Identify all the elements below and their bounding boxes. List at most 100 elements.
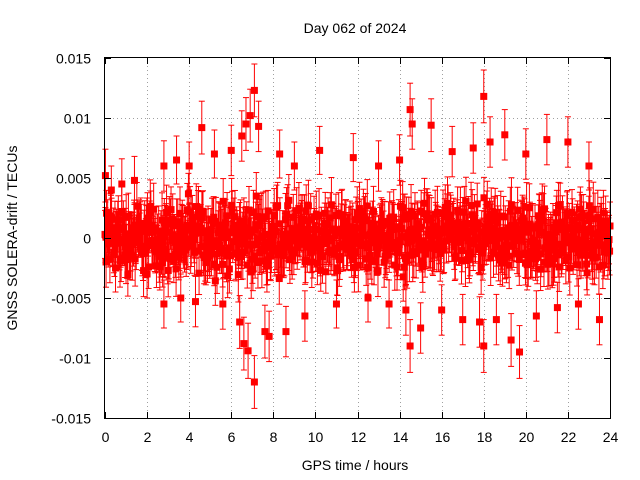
marker-square [427,121,435,129]
marker-square [363,244,371,252]
marker-square [207,226,215,234]
marker-square [315,211,323,219]
marker-square [159,258,167,266]
marker-square [499,233,507,241]
marker-square [192,229,200,237]
marker-square [533,245,541,253]
marker-square [469,144,477,152]
marker-square [130,176,138,184]
data-point [244,322,252,379]
marker-square [350,256,358,264]
marker-square [112,264,120,272]
marker-square [582,240,590,248]
marker-square [140,227,148,235]
marker-square [324,221,332,229]
marker-square [442,237,450,245]
marker-square [551,255,559,263]
marker-square [450,219,458,227]
marker-square [537,265,545,273]
y-tick-label: 0.015 [56,51,91,67]
marker-square [318,253,326,261]
marker-square [472,225,480,233]
marker-square [407,208,415,216]
marker-square [411,212,419,220]
marker-square [126,248,134,256]
marker-square [240,235,248,243]
marker-square [113,229,121,237]
marker-square [432,222,440,230]
marker-square [541,205,549,213]
marker-square [484,221,492,229]
marker-square [346,246,354,254]
data-point [198,100,206,155]
marker-square [143,270,151,278]
marker-square [472,235,480,243]
data-point [401,193,409,236]
marker-square [504,252,512,260]
marker-square [479,243,487,251]
marker-square [251,252,259,260]
marker-square [163,208,171,216]
marker-square [581,233,589,241]
marker-square [114,223,122,231]
data-point [459,293,467,346]
marker-square [247,226,255,234]
marker-square [232,250,240,258]
marker-square [261,243,269,251]
data-point [364,273,372,323]
marker-square [302,207,310,215]
marker-square [423,210,431,218]
marker-square [250,241,258,249]
marker-square [201,243,209,251]
marker-square [371,232,379,240]
marker-square [516,348,524,356]
marker-square [525,204,533,212]
marker-square [565,253,573,261]
data-point [522,128,530,180]
marker-square [590,244,598,252]
marker-square [330,250,338,258]
marker-square [579,212,587,220]
marker-square [408,120,416,128]
marker-square [548,231,556,239]
marker-square [576,205,584,213]
marker-square [595,235,603,243]
marker-square [320,237,328,245]
marker-square [572,226,580,234]
marker-square [366,251,374,259]
marker-square [194,212,202,220]
marker-square [274,202,282,210]
marker-square [164,266,172,274]
marker-square [380,232,388,240]
marker-square [459,221,467,229]
marker-square [524,255,532,263]
marker-square [173,222,181,230]
marker-square [170,257,178,265]
marker-square [480,194,488,202]
marker-square [190,235,198,243]
marker-square [326,214,334,222]
marker-square [249,209,257,217]
marker-square [153,243,161,251]
marker-square [595,316,603,324]
marker-square [394,248,402,256]
marker-square [470,214,478,222]
marker-square [185,162,193,170]
marker-square [492,243,500,251]
data-point [227,124,235,177]
marker-square [196,228,204,236]
marker-square [520,217,528,225]
data-point [585,141,593,191]
marker-square [122,256,130,264]
marker-square [369,225,377,233]
marker-square [103,209,111,217]
data-point [349,133,357,183]
marker-square [421,199,429,207]
marker-square [577,251,585,259]
data-point [489,226,497,278]
y-tick-label: -0.005 [51,291,91,307]
marker-square [285,196,293,204]
marker-square [543,241,551,249]
data-point [261,304,269,359]
